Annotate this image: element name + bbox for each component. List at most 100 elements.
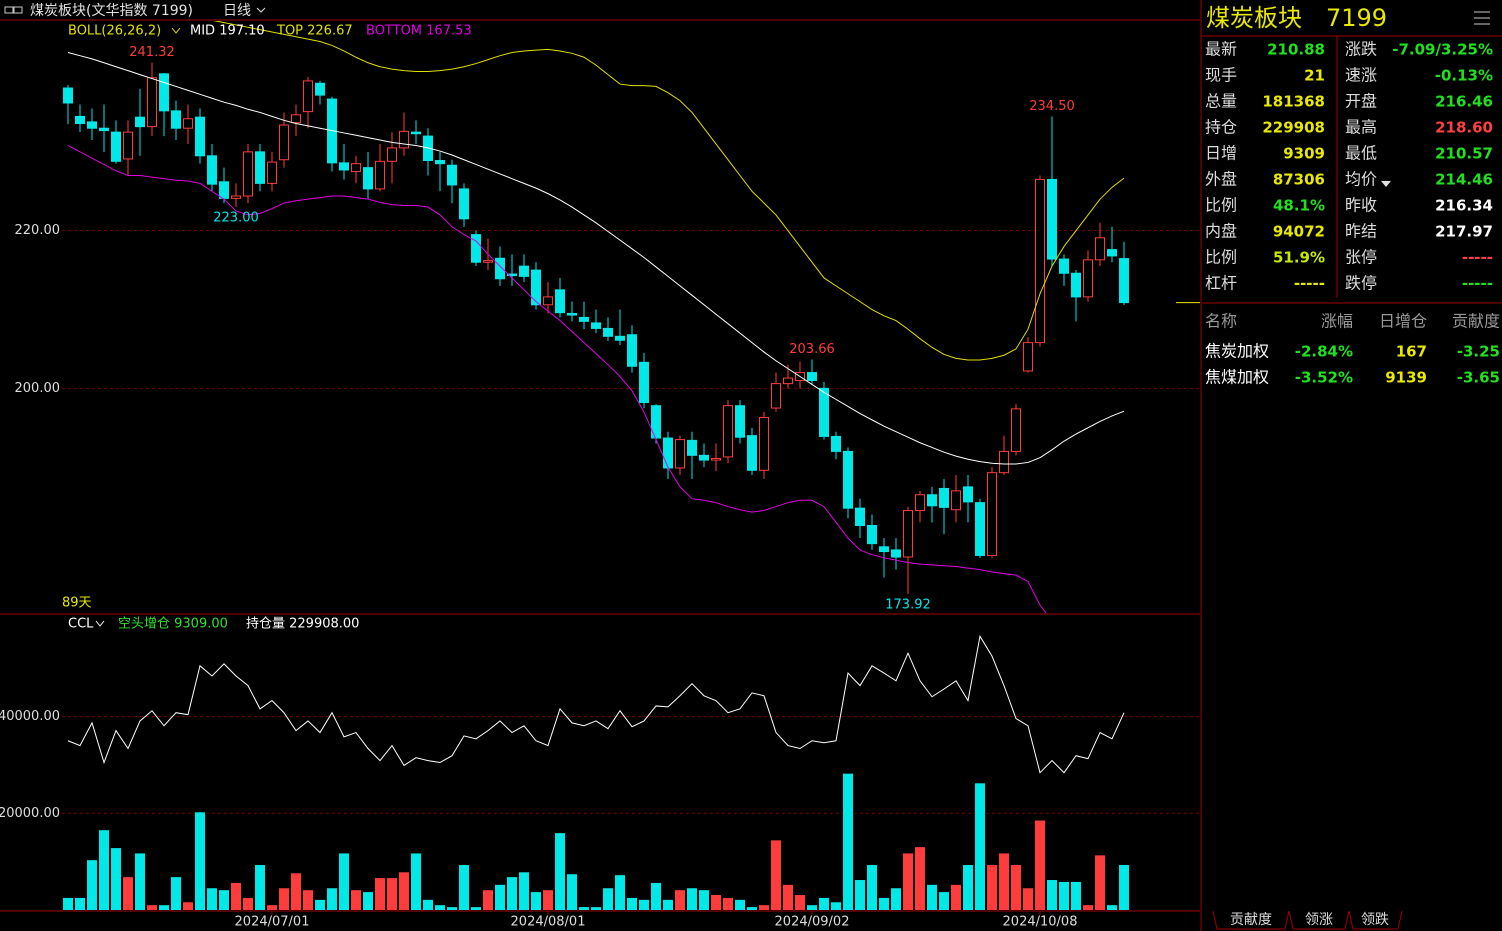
tab[interactable]: 贡献度 [1230,912,1272,928]
candle-body [603,327,613,337]
candle-body [591,322,601,329]
bar [699,890,709,910]
candle-body [279,124,289,161]
candle-body [1023,342,1033,372]
candle-body [471,234,481,263]
legend-entry: 持仓量 229908.00 [246,617,359,632]
candle-body [987,472,997,556]
candle-body [1035,178,1045,344]
candle-body [315,82,325,96]
tab[interactable]: 领涨 [1305,912,1333,928]
candle-body [411,131,421,135]
table-header: 日增仓 [1379,312,1427,331]
icon-part [13,6,23,14]
bar [867,865,877,910]
bar [195,812,205,910]
tab-shape [1212,910,1290,930]
bar [675,890,685,910]
line [67,634,1125,774]
candle-body [435,160,445,165]
bar [843,773,853,910]
bar [891,888,901,910]
extreme-label: 223.00 [213,211,259,226]
bands [67,21,1125,613]
extreme-label: 173.92 [885,597,931,612]
bar [987,865,997,910]
legend-entry: TOP 226.67 [276,24,353,39]
candle-body [87,121,97,129]
quote-value: 216.46 [1435,93,1493,111]
candle-body [639,361,649,404]
bar [339,853,349,910]
toolbar-title: 煤炭板块(文华指数 7199) [30,3,193,19]
bar [291,873,301,910]
candle-body [783,377,793,385]
candle-body [831,435,841,452]
band-line [67,145,1047,613]
candle-body [1107,249,1117,257]
quote-label: 速涨 [1345,66,1377,85]
quote-value: ----- [1294,275,1325,293]
x-tick-label: 2024/09/02 [775,915,850,930]
candle-body [207,155,217,185]
bar [459,865,469,910]
candle-body [567,312,577,316]
tab[interactable]: 领跌 [1361,912,1389,928]
bar [735,899,745,910]
quote-value: 51.9% [1273,249,1325,267]
candle-body [579,316,589,322]
bar [819,897,829,910]
bar [483,890,493,910]
bar [927,884,937,910]
candle-body [615,335,625,341]
candle-body [759,417,769,471]
candle-body [231,195,241,199]
bar [315,899,325,910]
quote-label: 现手 [1205,66,1237,85]
quote-value: 218.60 [1435,119,1493,137]
days-label: 89天 [62,596,92,611]
bar [963,865,973,910]
bar [411,853,421,910]
chevron [256,7,266,13]
candle-body [339,162,349,171]
candle-body [351,163,361,173]
bar [627,897,637,910]
candle-body [999,450,1009,474]
candle-body [243,151,253,197]
menu-icon[interactable] [1474,11,1490,25]
candle-body [363,167,373,190]
candle-body [939,487,949,508]
bar [171,877,181,910]
table-cell: 焦煤加权 [1205,368,1269,387]
candle-body [531,269,541,306]
bar [135,853,145,910]
quote-value: ----- [1462,275,1493,293]
table-cell: -3.52% [1295,369,1353,387]
bar [147,905,157,910]
quote-value: ----- [1462,249,1493,267]
table-cell: 9139 [1385,369,1427,387]
toolbar-icon[interactable] [4,6,23,14]
bar [495,884,505,910]
table-cell: -3.25 [1457,343,1500,361]
band-line [213,21,1125,361]
candle-body [879,546,889,553]
bar [1071,881,1081,910]
candle-body [807,372,817,381]
candle-body [147,77,157,128]
quote-label: 杠杆 [1205,274,1237,293]
chevron [95,620,105,627]
candle-body [447,164,457,186]
bar [795,895,805,910]
period-selector[interactable]: 日线 [223,3,251,19]
quote-label: 持仓 [1205,118,1237,137]
table-header: 名称 [1205,312,1237,331]
candle-body [855,507,865,527]
bar [759,905,769,910]
candle-body [255,151,265,184]
bar [939,892,949,910]
candle-body [675,439,685,469]
bar [351,890,361,910]
